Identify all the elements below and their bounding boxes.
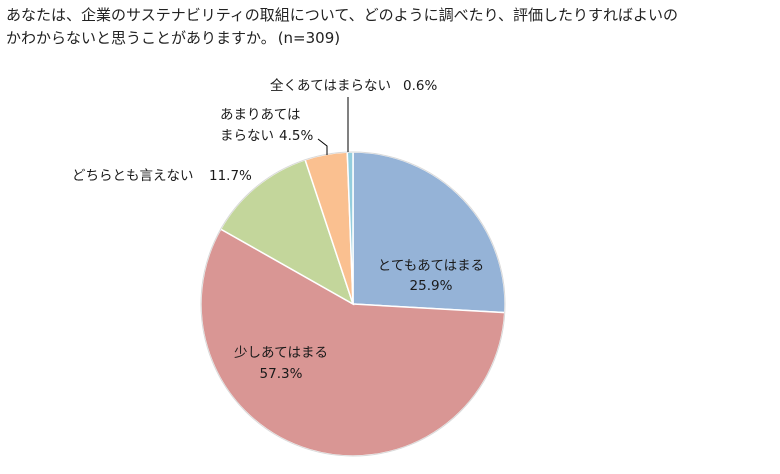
pie-slices xyxy=(200,151,506,457)
slice-label-very-applicable: とてもあてはまる xyxy=(378,258,484,274)
slice-label-strongly-disagree: 全くあてはまらない xyxy=(270,77,391,94)
pie-outline xyxy=(200,151,506,457)
chart-title-line1: あなたは、企業のサステナビリティの取組について、どのように調べたり、評価したりす… xyxy=(6,6,679,24)
slice-value-somewhat-applicable: 57.3% xyxy=(260,366,303,382)
slice-label-somewhat-disagree-line2: まらない xyxy=(220,128,274,144)
chart-title: あなたは、企業のサステナビリティの取組について、どのように調べたり、評価したりす… xyxy=(6,4,778,50)
leader-line-somewhat-disagree xyxy=(317,138,328,155)
slice-value-very-applicable: 25.9% xyxy=(410,278,453,294)
chart-title-line2: かわからないと思うことがありますか。 xyxy=(6,29,276,47)
sample-size: (n=309) xyxy=(277,29,341,47)
leader-lines xyxy=(317,97,349,155)
slice-label-somewhat-applicable: 少しあてはまる xyxy=(234,345,328,361)
slice-label-somewhat-disagree-line1: あまりあては xyxy=(220,107,300,123)
slice-value-strongly-disagree: 0.6% xyxy=(403,78,437,94)
slice-label-neutral: どちらとも言えない xyxy=(72,168,194,184)
slice-value-somewhat-disagree: 4.5% xyxy=(279,128,313,144)
slice-value-neutral: 11.7% xyxy=(209,168,252,184)
